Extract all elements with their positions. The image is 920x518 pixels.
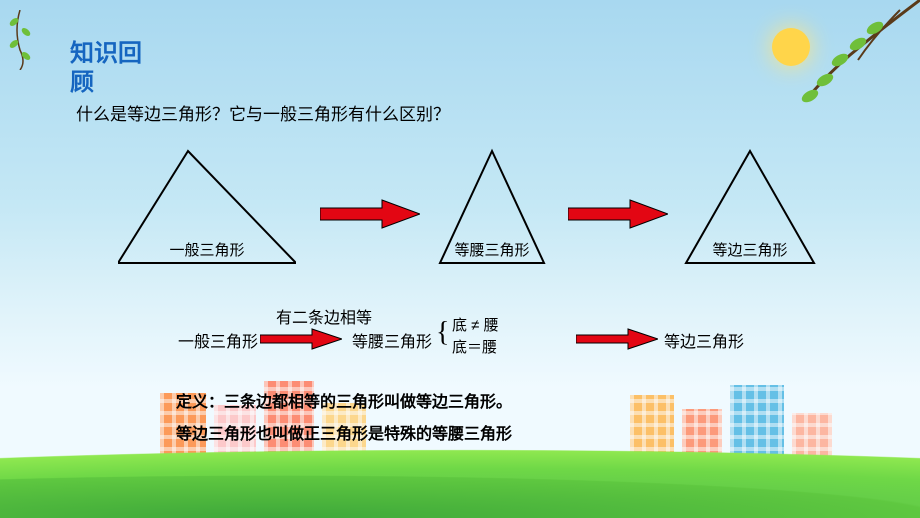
question-text: 什么是等边三角形？它与一般三角形有什么区别？ [76,100,850,125]
slide-root: 知识回 顾 什么是等边三角形？它与一般三角形有什么区别？ 一般三角形 等腰三角形… [0,0,920,518]
arrow-icon [568,199,668,229]
general-triangle: 一般三角形 [118,145,296,260]
title-line2: 顾 [70,69,94,96]
title-line1: 知识回 [70,40,142,67]
brace-bottom: 底＝腰 [452,336,497,357]
arrow-icon [260,328,342,350]
definition-line2: 等边三角形也叫做正三角形是特殊的等腰三角形 [176,420,512,444]
flow-general: 一般三角形 [178,328,258,352]
flow-row: 一般三角形 有二条边相等 等腰三角形 { 底 ≠ 腰 底＝腰 等边三角形 [0,310,920,370]
equilateral-triangle: 等边三角形 [680,145,820,260]
flow-condition: 有二条边相等 [276,304,372,328]
brace-icon: { [436,317,449,349]
triangle-row: 一般三角形 等腰三角形 等边三角形 [70,145,850,285]
definition-line1: 定义：三条边都相等的三角形叫做等边三角形。 [176,388,512,412]
section-title: 知识回 顾 [70,40,850,98]
general-triangle-label: 一般三角形 [118,239,296,260]
brace-top: 底 ≠ 腰 [452,314,499,335]
flow-isosceles: 等腰三角形 [352,328,432,352]
arrow-icon [576,328,658,350]
flow-equilateral: 等边三角形 [664,328,744,352]
arrow-icon [320,199,420,229]
equilateral-triangle-label: 等边三角形 [680,239,820,260]
isosceles-triangle: 等腰三角形 [430,145,554,260]
